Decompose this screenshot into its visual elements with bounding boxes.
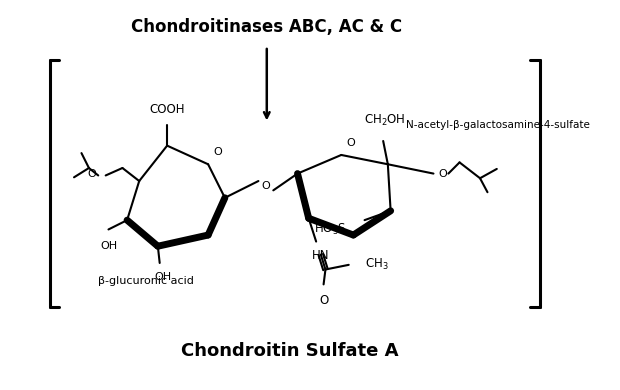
Text: O: O bbox=[346, 138, 355, 147]
Text: O: O bbox=[262, 181, 270, 191]
Text: CH$_2$OH: CH$_2$OH bbox=[364, 113, 406, 128]
Text: OH: OH bbox=[100, 241, 117, 251]
Text: HO$_3$S: HO$_3$S bbox=[314, 222, 347, 237]
Text: HN: HN bbox=[312, 249, 330, 262]
Text: β-glucuronic acid: β-glucuronic acid bbox=[98, 276, 193, 286]
Text: OH: OH bbox=[154, 272, 171, 282]
Text: O: O bbox=[214, 147, 223, 157]
Text: Chondroitin Sulfate A: Chondroitin Sulfate A bbox=[181, 342, 399, 360]
Text: O: O bbox=[87, 168, 96, 179]
Text: O: O bbox=[438, 168, 447, 179]
Text: CH$_3$: CH$_3$ bbox=[365, 257, 388, 272]
Text: COOH: COOH bbox=[149, 103, 185, 116]
Text: Chondroitinases ABC, AC & C: Chondroitinases ABC, AC & C bbox=[131, 18, 402, 36]
Text: N-acetyl-β-galactosamine-4-sulfate: N-acetyl-β-galactosamine-4-sulfate bbox=[407, 120, 590, 130]
Text: O: O bbox=[319, 294, 328, 307]
